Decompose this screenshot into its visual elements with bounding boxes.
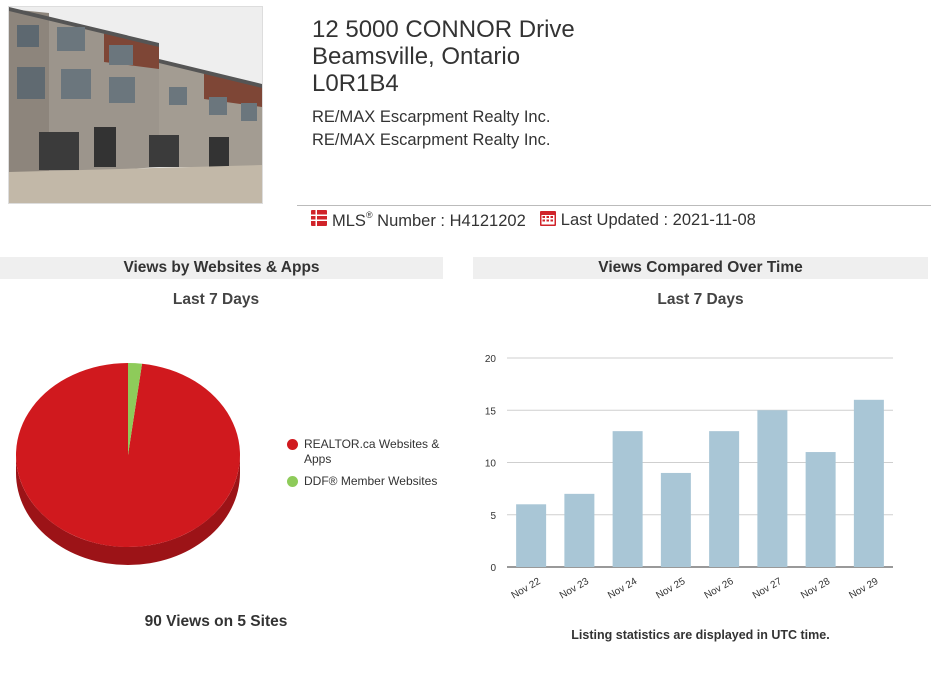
mls-number-value: Number : H4121202 [372,211,526,230]
utc-note: Listing statistics are displayed in UTC … [571,628,830,642]
listing-meta: MLS® Number : H4121202 Last Updated : 20… [311,209,756,231]
listing-address: 12 5000 CONNOR Drive Beamsville, Ontario… [312,16,575,97]
legend-item[interactable]: DDF® Member Websites [287,474,444,489]
bar[interactable] [660,472,691,567]
bar[interactable] [709,431,740,567]
x-tick-label: Nov 26 [703,576,736,602]
bar[interactable] [853,399,884,567]
pie-slice[interactable] [16,363,241,547]
y-tick-label: 20 [485,354,497,365]
x-tick-label: Nov 29 [847,576,880,602]
header-divider [297,205,931,206]
y-tick-label: 5 [490,511,496,522]
calendar-icon [539,210,556,231]
pie-slice[interactable] [128,363,143,455]
bar[interactable] [805,452,836,567]
brokerage-name: RE/MAX Escarpment Realty Inc. [312,131,551,149]
legend-swatch [287,476,298,487]
last-updated-text: Last Updated : 2021-11-08 [560,210,756,229]
last-updated: Last Updated : 2021-11-08 [539,210,756,231]
views-bar-chart: 0 5 10 15 20 Nov 22 Nov 23 Nov 24 Nov 25 Nov 26 No… [485,354,893,602]
legend-label: REALTOR.ca Websites & Apps [304,437,440,466]
views-pie-chart [16,363,241,565]
x-tick-label: Nov 27 [751,576,784,602]
x-tick-label: Nov 25 [654,576,687,602]
pie-slice-side [16,455,240,565]
mls-number: MLS® Number : H4121202 [332,210,526,231]
legend-label: DDF® Member Websites [304,474,438,488]
mls-registered-mark: ® [365,209,373,220]
y-tick-label: 0 [490,563,496,574]
time-panel-title: Views Compared Over Time [473,257,928,279]
bar[interactable] [757,410,788,567]
pie-legend: REALTOR.ca Websites & Apps DDF® Member W… [287,437,444,496]
x-tick-label: Nov 24 [606,576,639,602]
postal-code: L0R1B4 [312,70,399,97]
mls-label: MLS [332,211,366,230]
address-line-1: 12 5000 CONNOR Drive [312,16,575,43]
websites-panel-title: Views by Websites & Apps [0,257,443,279]
x-tick-label: Nov 22 [510,576,543,602]
bar[interactable] [516,504,547,567]
mls-grid-icon [311,209,327,231]
websites-panel-subtitle: Last 7 Days [172,291,260,308]
listing-photo [8,6,263,204]
address-line-2: Beamsville, Ontario [312,43,521,70]
x-tick-label: Nov 28 [799,576,832,602]
y-tick-label: 10 [485,459,497,470]
bar[interactable] [564,493,595,567]
y-tick-label: 15 [485,406,497,417]
time-panel-subtitle: Last 7 Days [657,291,744,308]
legend-swatch [287,439,298,450]
total-views: 90 Views on 5 Sites [144,613,288,630]
brokerage-name: RE/MAX Escarpment Realty Inc. [312,108,551,126]
brokerage-list: RE/MAX Escarpment Realty Inc. RE/MAX Esc… [312,106,550,152]
bar[interactable] [612,431,643,567]
legend-item[interactable]: REALTOR.ca Websites & Apps [287,437,444,467]
x-tick-label: Nov 23 [558,576,591,602]
